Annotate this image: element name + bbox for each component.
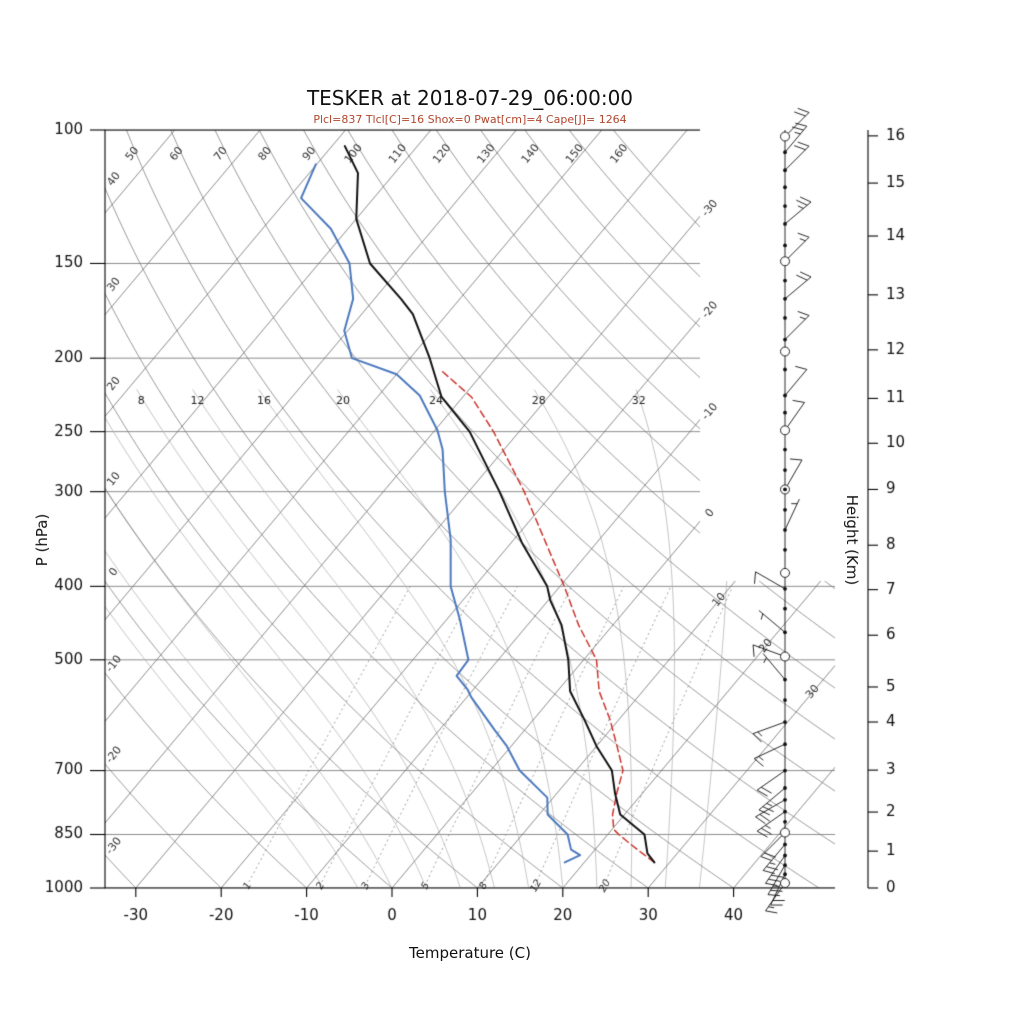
x-axis-title: Temperature (C): [409, 944, 531, 962]
chart-subtitle: Plcl=837 Tlcl[C]=16 Shox=0 Pwat[cm]=4 Ca…: [313, 113, 627, 126]
height-axis-title: Height (Km): [843, 494, 861, 586]
pressure-axis-title: P (hPa): [33, 513, 51, 567]
chart-title: TESKER at 2018-07-29_06:00:00: [306, 86, 634, 110]
